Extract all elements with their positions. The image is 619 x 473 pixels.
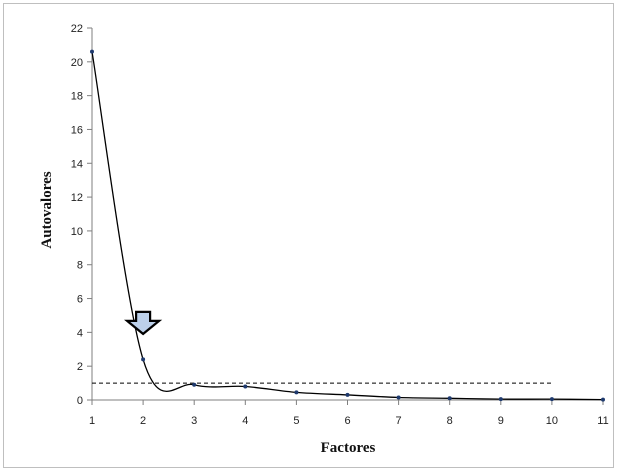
- x-axis-title: Factores: [321, 440, 376, 456]
- data-point-9: [498, 397, 503, 402]
- data-point-1: [90, 49, 94, 54]
- chart-frame: [3, 3, 614, 468]
- y-tick-label: 8: [77, 260, 83, 272]
- data-point-10: [549, 397, 554, 402]
- x-tick-label: 8: [447, 415, 453, 427]
- y-tick-label: 0: [77, 395, 83, 407]
- x-tick-label: 2: [140, 415, 146, 427]
- y-tick-label: 10: [71, 226, 83, 238]
- y-tick-label: 22: [71, 23, 83, 35]
- x-tick-label: 7: [396, 415, 402, 427]
- y-axis-title: Autovalores: [39, 171, 55, 248]
- data-point-5: [294, 390, 299, 395]
- data-point-3: [192, 382, 197, 387]
- x-tick-label: 3: [191, 415, 197, 427]
- x-tick-label: 1: [89, 415, 95, 427]
- data-point-4: [243, 384, 248, 389]
- eigenvalue-line: [91, 51, 604, 401]
- y-tick-label: 16: [71, 124, 83, 136]
- data-point-8: [447, 396, 452, 401]
- data-point-7: [396, 395, 401, 400]
- x-tick-label: 5: [293, 415, 299, 427]
- data-point-11: [601, 397, 605, 402]
- y-tick-label: 6: [77, 294, 83, 306]
- y-tick-label: 18: [71, 91, 83, 103]
- data-point-2: [141, 357, 146, 362]
- y-tick-label: 12: [71, 192, 83, 204]
- down-arrow-icon: [124, 310, 163, 336]
- x-tick-label: 4: [242, 415, 248, 427]
- y-tick-label: 14: [71, 158, 83, 170]
- annotation-layer: [124, 310, 163, 336]
- y-tick-label: 4: [77, 327, 83, 339]
- series-layer: [90, 49, 605, 402]
- y-tick-label: 20: [71, 57, 83, 69]
- data-point-6: [345, 392, 350, 397]
- x-tick-label: 10: [546, 415, 558, 427]
- y-tick-label: 2: [77, 361, 83, 373]
- x-tick-label: 9: [498, 415, 504, 427]
- x-tick-label: 11: [597, 415, 608, 427]
- x-tick-label: 6: [344, 415, 350, 427]
